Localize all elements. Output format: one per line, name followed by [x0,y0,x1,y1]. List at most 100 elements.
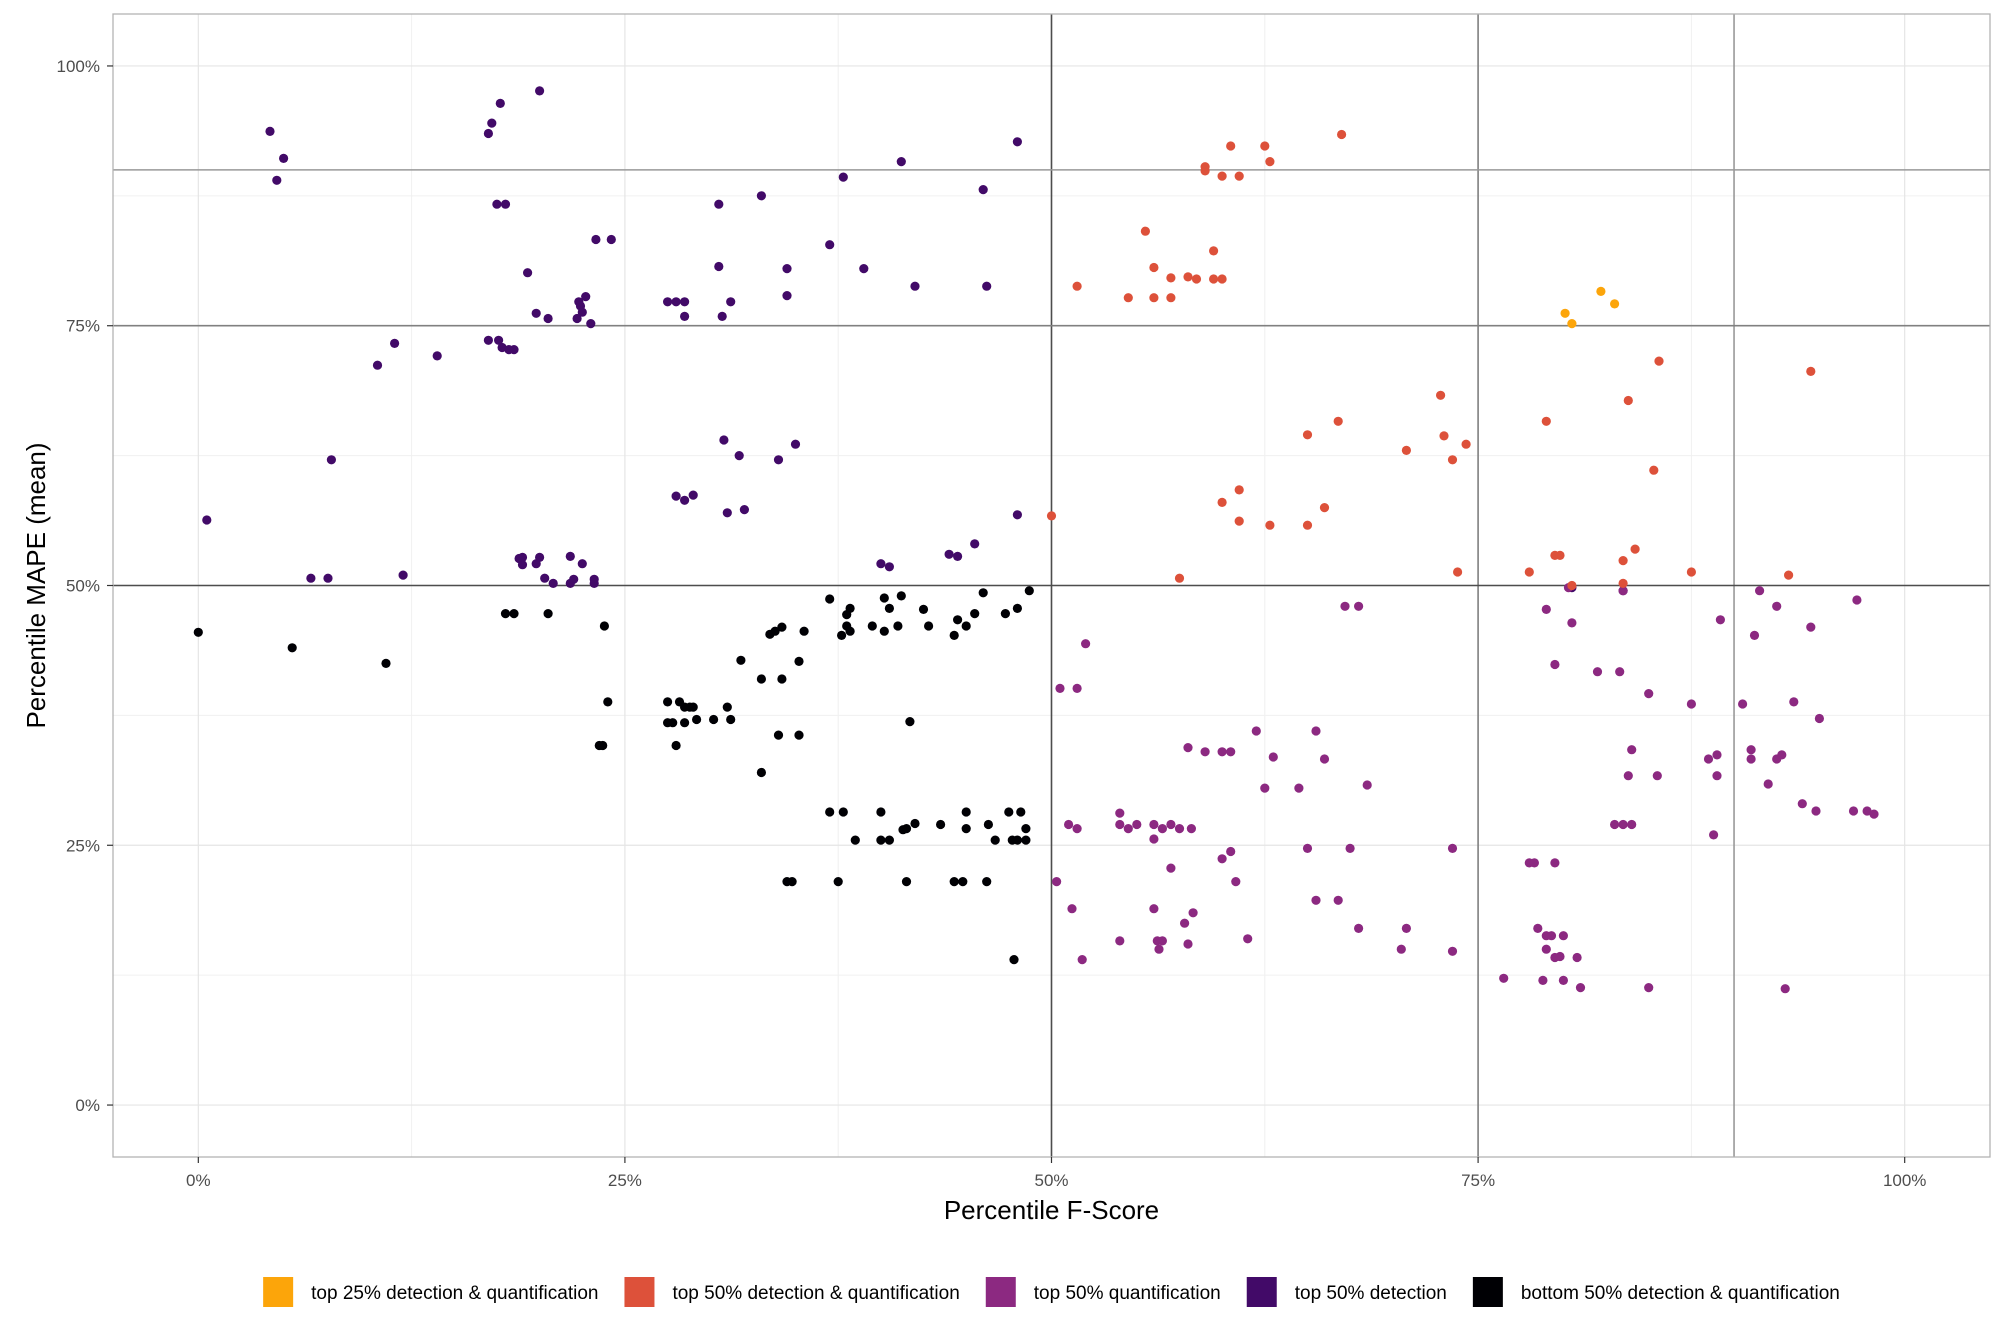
data-point [1154,944,1164,954]
data-point [589,574,599,584]
data-point [1149,904,1159,914]
data-point [1311,895,1321,905]
data-point [825,807,835,817]
data-point [688,702,698,712]
data-point [381,658,391,669]
data-point [565,551,575,562]
data-point [787,877,797,887]
y-tick-label: 50% [66,577,100,596]
data-point [1686,567,1696,577]
legend-label: top 50% detection [1295,1283,1447,1304]
data-point [1004,807,1014,817]
data-point [833,877,843,887]
data-point [867,621,877,631]
data-point [671,491,681,501]
data-point [726,714,736,725]
data-point [910,818,920,829]
data-point [1618,819,1628,830]
data-point [1396,944,1406,954]
data-point [581,292,591,302]
data-point [1354,923,1364,934]
data-point [876,559,886,569]
data-point [680,311,690,321]
data-point [572,313,582,324]
data-point [709,714,719,725]
data-point [918,604,929,615]
data-point [688,490,698,500]
data-point [1447,843,1458,854]
data-point [193,627,203,637]
data-point [680,495,690,505]
data-point [591,234,601,245]
data-point [770,626,780,636]
data-point [1012,510,1023,520]
data-point [1546,931,1557,941]
data-point [736,655,746,665]
data-point [1000,609,1011,619]
data-point [850,835,860,845]
data-point [1709,830,1719,840]
data-point [1746,754,1756,764]
data-point [794,656,804,667]
data-point [1064,819,1074,830]
data-point [1180,918,1190,928]
data-point [1209,246,1219,256]
data-point [756,674,767,684]
data-point [825,240,835,250]
data-point [1115,819,1125,830]
data-point [794,730,804,740]
data-point [1077,955,1087,965]
data-point [1811,806,1821,816]
data-point [1265,520,1275,530]
data-point [1024,586,1034,596]
data-point [1302,843,1313,854]
data-point [535,552,545,563]
data-point [799,626,809,636]
legend-swatch [1246,1277,1277,1307]
data-point [825,594,835,604]
data-point [1797,799,1807,809]
data-point [1541,944,1551,954]
data-point [1234,171,1244,181]
data-point [1311,726,1321,736]
data-point [1174,573,1185,583]
data-point [782,291,792,301]
data-point [680,718,690,728]
data-point [1268,752,1278,762]
data-point [1234,485,1244,495]
data-point [509,345,519,355]
data-point [1627,745,1637,755]
data-point [982,877,992,887]
data-point [577,559,587,569]
data-point [773,455,784,465]
y-axis-title: Percentile MAPE (mean) [21,442,51,728]
data-point [663,697,673,707]
data-point [978,185,988,195]
data-point [1555,550,1565,561]
data-point [1610,299,1620,309]
data-point [1166,273,1176,283]
data-point [1217,171,1227,181]
data-point [1260,783,1270,793]
legend-label: top 25% detection & quantification [311,1283,598,1304]
data-point [1567,319,1577,329]
data-point [1188,908,1198,918]
data-point [1439,431,1449,441]
data-point [1623,771,1633,781]
data-point [509,609,519,619]
data-point [1183,272,1193,282]
data-point [1234,516,1244,526]
data-point [949,877,959,887]
data-point [1302,520,1313,530]
data-point [543,313,553,324]
data-point [1149,262,1159,273]
data-point [1319,754,1330,764]
data-point [1183,743,1193,753]
data-point [1081,639,1091,649]
data-point [790,439,801,449]
data-point [884,562,895,572]
x-tick-label: 0% [186,1171,211,1190]
data-point [487,118,497,128]
data-point [838,172,848,182]
